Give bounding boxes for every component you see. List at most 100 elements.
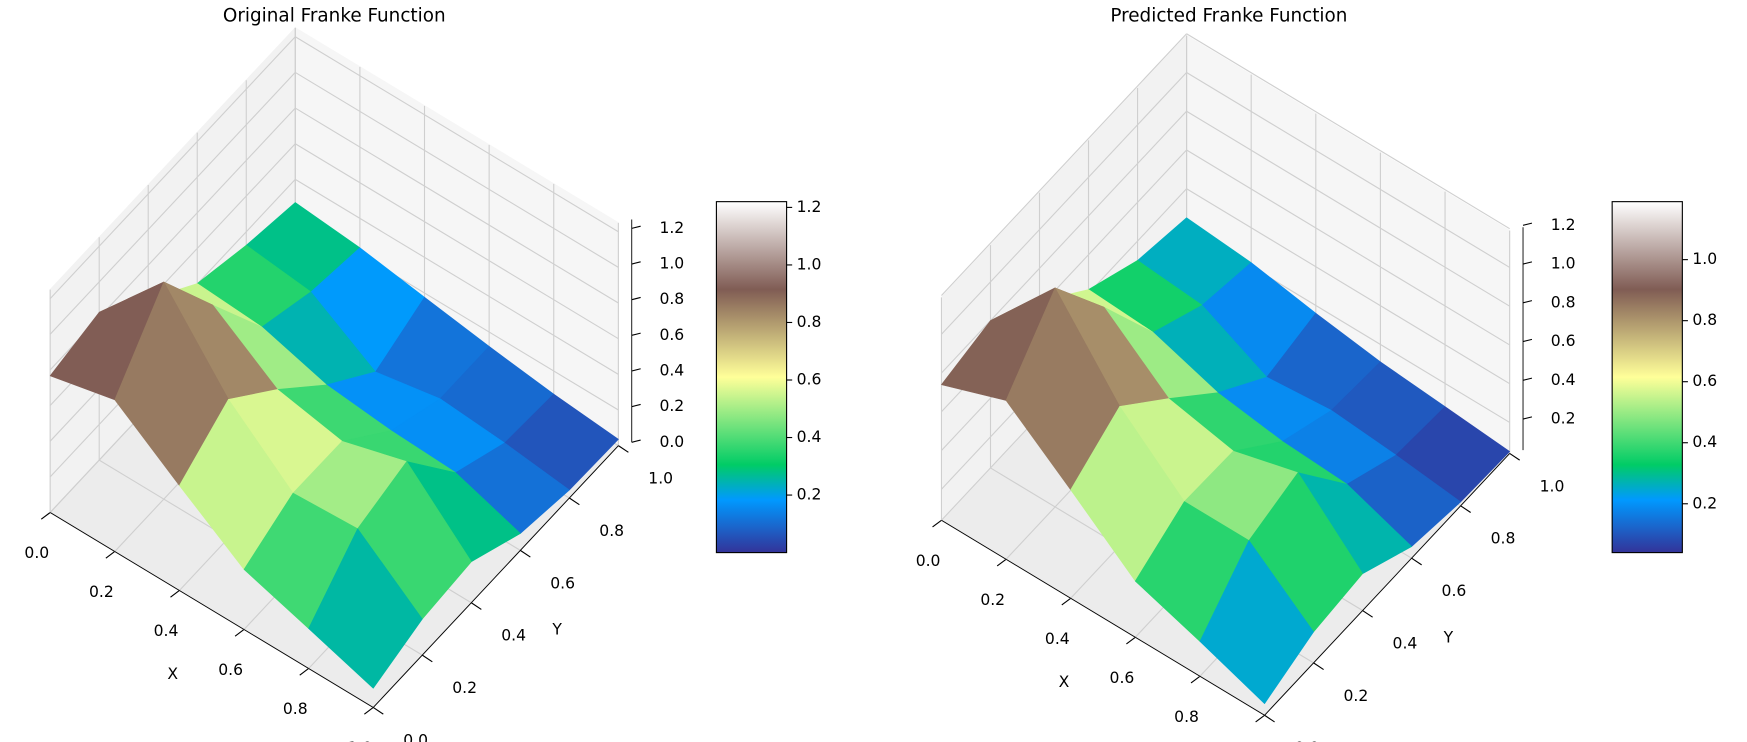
y-tick-label: 0.4 (501, 627, 526, 645)
x-tick (299, 668, 309, 676)
grid-line (941, 72, 1187, 335)
grid-line (294, 71, 619, 268)
colorbar-tick-label: 0.4 (797, 428, 822, 446)
grid-line (294, 143, 619, 340)
x-tick-label: 0.4 (154, 622, 179, 640)
y-tick-label: 0.6 (1442, 582, 1467, 600)
z-tick-label: 1.2 (1551, 216, 1576, 234)
colorbar-tick-label: 1.0 (797, 255, 822, 273)
y-tick-label: 0.2 (452, 679, 477, 697)
x-tick-label: 0.6 (218, 661, 243, 679)
z-tick (631, 368, 641, 372)
axis-line (1264, 453, 1510, 716)
x-tick (170, 590, 180, 598)
y-tick (421, 654, 433, 663)
x-tick-label: 0.8 (283, 700, 308, 718)
y-tick (1509, 452, 1520, 461)
grid-line (294, 36, 619, 233)
x-tick-label: 0.2 (980, 591, 1005, 609)
colorbar-tick-label: 0.8 (1692, 311, 1717, 329)
z-tick (631, 261, 641, 265)
y-tick (1460, 505, 1471, 513)
z-tick-label: 0.8 (1551, 293, 1576, 311)
colorbar-tick-label: 0.6 (1692, 372, 1717, 390)
x-axis-label: X (167, 665, 178, 683)
grid-line (49, 72, 296, 335)
z-tick (1522, 338, 1533, 343)
x-tick (105, 551, 116, 559)
colorbar (1611, 201, 1683, 554)
z-tick-label: 0.6 (1551, 332, 1576, 350)
y-tick-label: 0.6 (550, 574, 575, 592)
y-tick (470, 602, 482, 610)
z-tick (631, 403, 641, 408)
grid-line (1186, 188, 1510, 385)
z-tick-label: 1.0 (1551, 255, 1576, 273)
y-tick (1411, 557, 1422, 566)
axis-line (372, 445, 619, 708)
z-tick (1522, 261, 1533, 265)
z-tick (631, 225, 641, 229)
x-tick-label: 0.2 (89, 583, 114, 601)
z-tick-label: 0.2 (1551, 410, 1576, 428)
grid-line (294, 178, 619, 375)
y-tick (372, 706, 384, 715)
y-tick (520, 549, 531, 558)
y-axis-label: Y (551, 621, 562, 639)
y-tick-label: 0.0 (403, 731, 428, 742)
x-tick-label: 0.0 (916, 552, 941, 570)
colorbar (715, 201, 788, 554)
colorbar-tick-label: 0.8 (797, 313, 822, 331)
y-tick-label: 0.8 (1491, 530, 1516, 548)
z-tick-label: 0.0 (659, 433, 684, 451)
chart-title: Predicted Franke Function (1110, 6, 1347, 27)
x-tick (1255, 714, 1265, 723)
z-tick-label: 0.8 (659, 290, 684, 308)
axis-line (49, 512, 374, 708)
x-tick (996, 558, 1007, 567)
y-tick-label: 1.0 (648, 470, 673, 488)
y-tick-label: 1.0 (1540, 477, 1565, 495)
y-tick (1313, 662, 1324, 671)
grid-line (294, 107, 619, 304)
colorbar-tick-label: 0.2 (797, 486, 822, 504)
surface-face (308, 528, 423, 689)
x-axis-label: X (1059, 673, 1070, 691)
y-tick-label: 0.0 (1294, 739, 1319, 742)
x-tick (1061, 597, 1072, 606)
colorbar-tick-label: 0.2 (1692, 494, 1717, 512)
x-tick-label: 1.0 (348, 739, 373, 742)
x-tick-label: 0.0 (24, 544, 49, 562)
grid-line (1186, 71, 1510, 268)
grid-line (941, 110, 1187, 374)
y-tick (1362, 610, 1373, 618)
grid-line (1186, 110, 1510, 307)
surface-face (1199, 540, 1314, 704)
x-tick (40, 512, 51, 520)
colorbar-tick-label: 0.4 (1692, 433, 1717, 451)
x-tick-label: 0.6 (1110, 669, 1135, 687)
axis-line (941, 519, 1265, 716)
grid-line (1186, 33, 1510, 230)
y-tick-label: 0.8 (599, 522, 624, 540)
grid-line (49, 36, 296, 299)
z-tick-label: 0.2 (659, 397, 684, 415)
chart-title: Original Franke Function (223, 6, 446, 27)
x-tick (1126, 636, 1136, 645)
x-tick (364, 707, 374, 715)
x-tick (932, 519, 942, 528)
z-tick-label: 0.4 (1551, 371, 1576, 389)
z-tick-label: 1.0 (659, 255, 684, 273)
colorbar-tick-label: 1.0 (1692, 250, 1717, 268)
y-tick (1264, 714, 1275, 723)
grid-line (1186, 149, 1510, 346)
y-tick-label: 0.4 (1393, 634, 1418, 652)
x-tick (1190, 675, 1201, 684)
x-tick-label: 0.4 (1045, 630, 1070, 648)
z-tick (1522, 377, 1533, 381)
z-tick (631, 439, 641, 443)
z-tick (1522, 300, 1533, 304)
colorbar-tick-label: 0.6 (797, 371, 822, 389)
